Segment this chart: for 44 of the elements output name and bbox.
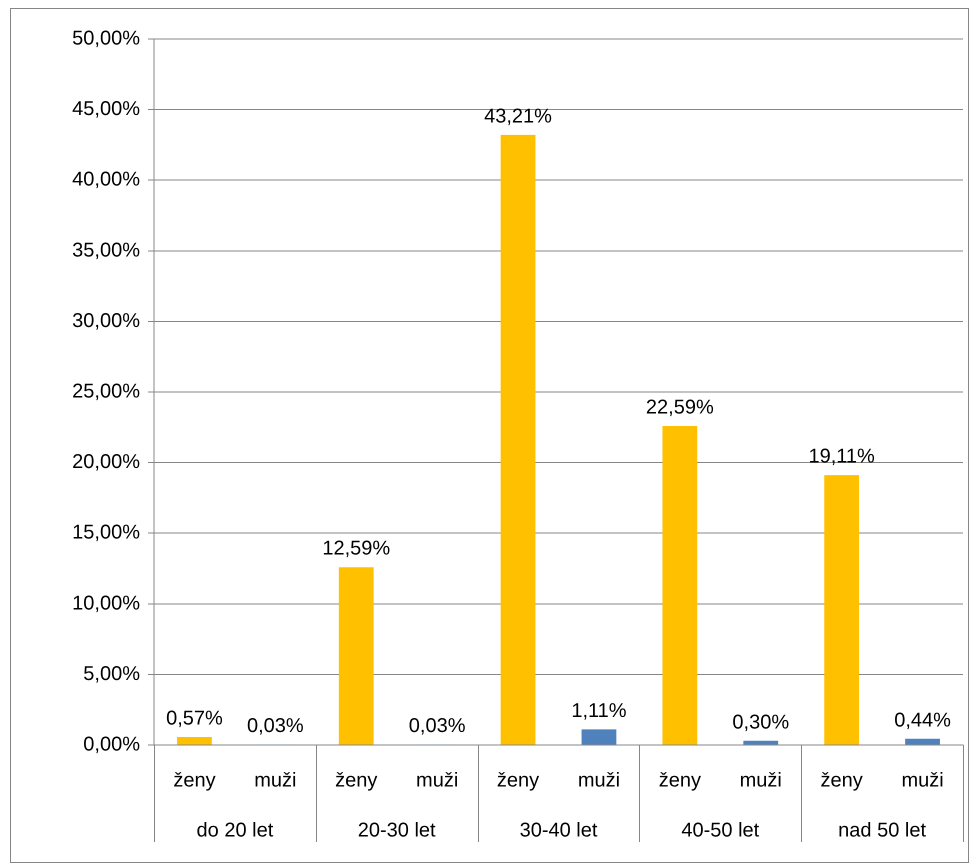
text: ženy [335, 770, 378, 792]
y-tick-label: 15,00% [72, 522, 140, 544]
y-tick-label: 35,00% [72, 239, 140, 262]
text: ženy [658, 770, 701, 792]
y-tick-label: 25,00% [72, 380, 140, 403]
series-label: muži [254, 770, 296, 792]
data-label: 0,30% [732, 711, 790, 734]
x-tick-label: 20-30 let [358, 820, 436, 842]
data-label: 22,59% [646, 396, 714, 419]
bar [662, 426, 698, 744]
text: muži [416, 770, 458, 792]
bar [177, 736, 212, 744]
data-label: 0,03% [246, 715, 304, 738]
data-label: 12,59% [322, 538, 390, 560]
x-tick-label: do 20 let [196, 820, 274, 842]
bar [824, 475, 860, 744]
text: ženy [173, 770, 216, 792]
y-tick-label: 30,00% [72, 310, 140, 332]
x-tick-label: 30-40 let [520, 820, 598, 842]
y-tick-label: 40,00% [72, 168, 140, 191]
bar [743, 740, 778, 744]
data-label: 0,44% [894, 709, 952, 732]
y-tick-label: 45,00% [72, 98, 140, 120]
data-label: 1,11% [571, 700, 627, 722]
text: ženy [820, 770, 863, 792]
text: muži [578, 770, 620, 792]
y-tick-label: 50,00% [72, 28, 140, 50]
data-label: 43,21% [484, 105, 552, 128]
x-tick-label: nad 50 let [838, 820, 926, 842]
bar [905, 738, 940, 744]
data-label: 0,03% [408, 715, 466, 738]
y-tick-label: 5,00% [83, 662, 140, 685]
text: muži [901, 770, 944, 792]
data-label: 19,11% [808, 446, 876, 468]
text: muži [740, 770, 782, 792]
y-tick-label: 0,00% [83, 734, 140, 756]
y-tick-label: 20,00% [72, 451, 140, 474]
y-tick-label: 10,00% [72, 592, 140, 614]
bar [582, 729, 616, 744]
x-tick-label: 40-50 let [681, 820, 760, 842]
bar [338, 567, 374, 744]
bar [500, 134, 536, 744]
series-label: ženy [496, 770, 540, 792]
data-label: 0,57% [166, 707, 224, 730]
